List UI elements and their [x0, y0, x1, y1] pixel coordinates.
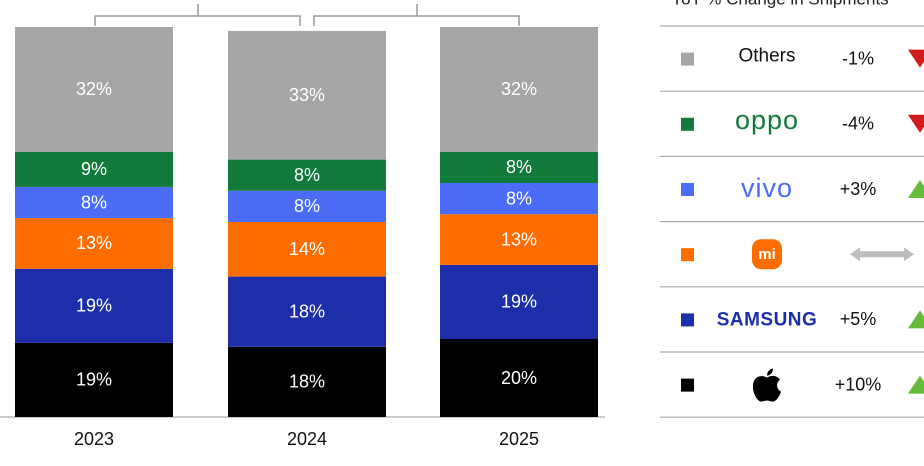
flat-arrow: [850, 247, 914, 262]
yoy-label: +10%: [835, 374, 882, 394]
bar-segment: [15, 342, 173, 417]
yoy-label: -1%: [842, 48, 874, 68]
legend-swatch: [681, 52, 694, 66]
bar-segment: [440, 214, 598, 265]
legend-swatch: [681, 183, 694, 196]
legend-logo: [752, 368, 781, 402]
yoy-arrow: [908, 114, 924, 133]
value-label: 18%: [289, 372, 325, 392]
yoy-arrow: [908, 49, 924, 68]
yoy-arrow: [908, 375, 924, 394]
value-label: 13%: [501, 229, 537, 249]
value-label: 19%: [501, 292, 537, 312]
value-label: 32%: [501, 79, 537, 99]
yoy-arrow: [908, 180, 924, 198]
bar-segment: [440, 264, 598, 339]
x-tick-label: 2024: [287, 429, 327, 449]
value-label: 18%: [289, 301, 325, 321]
value-label: 32%: [76, 79, 112, 99]
yoy-label: +5%: [840, 309, 877, 329]
value-label: 8%: [506, 157, 532, 177]
yoy-label: +3%: [840, 179, 877, 199]
legend-swatch: [681, 378, 694, 392]
value-label: 20%: [501, 368, 537, 388]
value-label: 13%: [76, 233, 112, 253]
bar-segment: [15, 186, 173, 219]
bar-segment: [15, 27, 173, 152]
legend-label: SAMSUNG: [717, 309, 818, 330]
value-label: 8%: [506, 188, 532, 208]
bar-segment: [228, 159, 386, 191]
bar-segment: [228, 222, 386, 277]
x-tick-label: 2023: [74, 429, 114, 449]
legend-logo: vivo: [741, 173, 793, 203]
mi-logo-box: [752, 239, 782, 270]
x-tick-label: 2025: [499, 429, 539, 449]
legend-swatch: [681, 248, 694, 262]
value-label: 14%: [289, 239, 325, 259]
bar-segment: [228, 346, 386, 417]
value-label: 33%: [289, 85, 325, 105]
legend-label: vivo: [741, 173, 793, 203]
bar-segment: [228, 276, 386, 347]
apple-logo: [752, 368, 781, 402]
value-label: 8%: [294, 165, 320, 185]
bar-segment: [440, 339, 598, 417]
legend-swatch: [681, 313, 694, 327]
legend-logo: Others: [738, 46, 795, 67]
bar-segment: [440, 183, 598, 215]
legend-logo: oppo: [735, 105, 799, 135]
legend-title: YoY % Change in Shipments: [671, 0, 888, 8]
yoy-arrow: [908, 310, 924, 329]
bar-segment: [15, 151, 173, 187]
bracket: [94, 4, 520, 26]
value-label: 19%: [76, 296, 112, 316]
bar-segment: [228, 30, 386, 160]
legend-swatch: [681, 117, 694, 131]
bar-segment: [228, 190, 386, 222]
value-label: 8%: [294, 196, 320, 216]
value-label: 9%: [81, 159, 107, 179]
bracket-line: [313, 4, 520, 26]
bar-segment: [440, 27, 598, 152]
yoy-label: -4%: [842, 114, 874, 134]
value-label: 8%: [81, 192, 107, 212]
bracket-line: [94, 4, 301, 26]
legend-logo: mi: [752, 239, 782, 270]
bar-segment: [15, 218, 173, 269]
bar-segment: [15, 268, 173, 343]
value-label: 19%: [76, 370, 112, 390]
legend-logo: SAMSUNG: [717, 309, 818, 330]
legend-label: Others: [738, 46, 795, 67]
legend-label: oppo: [735, 105, 799, 135]
legend-label: mi: [758, 246, 776, 263]
bar-segment: [440, 151, 598, 183]
